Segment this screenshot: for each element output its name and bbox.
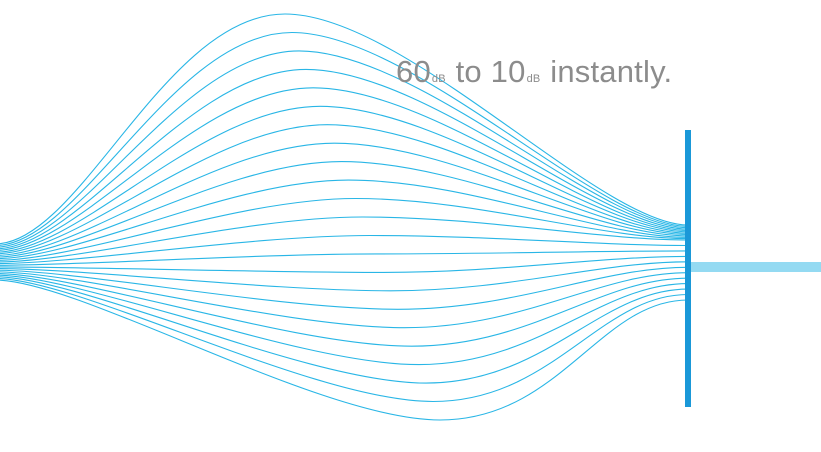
wave-line [0,14,688,244]
wave-line [0,143,688,255]
wave-line [0,256,688,272]
headline-value-from: 60 [396,54,431,89]
wave-line [0,275,688,365]
noise-barrier-icon [685,130,691,407]
headline: 60dB to 10dB instantly. [396,56,672,87]
headline-value-to: 10 [491,54,526,89]
headline-connector: to [456,54,482,89]
wave-line [0,251,688,265]
headline-unit-to: dB [527,73,541,85]
headline-unit-from: dB [432,73,446,85]
wave-line [0,262,688,291]
headline-tail: instantly. [550,54,672,89]
wave-line [0,278,688,401]
wave-line [0,217,688,262]
output-lines [691,263,821,271]
wave-line [0,280,688,420]
